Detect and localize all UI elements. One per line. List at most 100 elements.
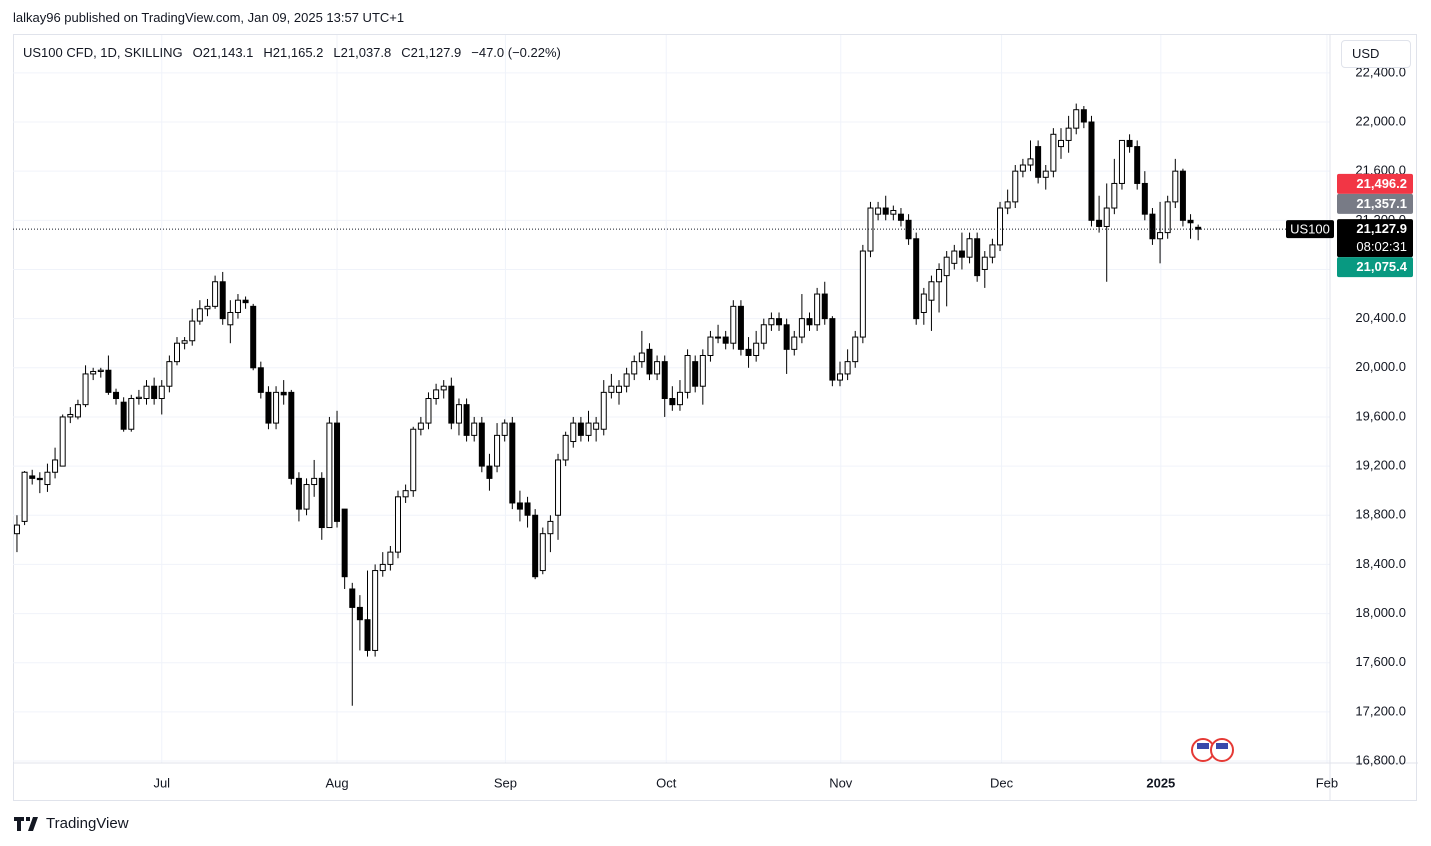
- price-badge: [1337, 219, 1413, 258]
- candle-body: [478, 422, 485, 467]
- candle-body: [341, 508, 348, 578]
- legend: US100 CFD, 1D, SKILLING O 21,143.1 H 21,16…: [23, 45, 561, 60]
- candle-body: [753, 342, 760, 356]
- candle-body: [768, 318, 775, 326]
- y-tick-label: 21,600.0: [1355, 163, 1406, 178]
- candle-body: [196, 308, 203, 322]
- high: 21,165.2: [272, 45, 324, 60]
- candle-body: [570, 422, 577, 443]
- candle-body: [958, 250, 965, 258]
- candle-body: [821, 293, 828, 320]
- candle-body: [585, 422, 592, 436]
- candle-body: [74, 404, 81, 418]
- brand: TradingView: [46, 815, 129, 832]
- candle-body: [1103, 207, 1110, 227]
- candle-body: [524, 502, 531, 516]
- y-tick-label: 19,200.0: [1355, 458, 1406, 473]
- x-tick-label: Dec: [990, 775, 1014, 790]
- candle-body: [547, 520, 554, 535]
- candle-body: [227, 311, 234, 326]
- candle-body: [920, 293, 927, 313]
- candle-body: [783, 324, 790, 350]
- candle-body: [798, 318, 805, 338]
- open: 21,143.1: [202, 45, 254, 60]
- candle-body: [555, 459, 562, 516]
- chart-frame: [13, 34, 1417, 801]
- y-tick-label: 17,600.0: [1355, 654, 1406, 669]
- footer: TradingView: [14, 815, 129, 832]
- candle-body: [654, 361, 661, 375]
- candle-body: [212, 281, 219, 307]
- candle-body: [1004, 201, 1011, 209]
- candle-body: [676, 391, 683, 406]
- candle-body: [97, 369, 104, 372]
- candle-body: [951, 250, 958, 264]
- y-tick-label: 22,000.0: [1355, 113, 1406, 128]
- candle-body: [1065, 127, 1072, 141]
- candle-body: [631, 361, 638, 375]
- candle-body: [105, 369, 112, 393]
- candle-body: [623, 373, 630, 387]
- candle-body: [494, 434, 501, 467]
- candle-body: [135, 396, 142, 400]
- candle-body: [387, 551, 394, 565]
- candle-body: [1050, 133, 1057, 172]
- candle-body: [974, 238, 981, 277]
- candle-body: [532, 514, 539, 578]
- candle-body: [684, 354, 691, 393]
- candle-body: [730, 305, 737, 344]
- candle-body: [13, 524, 20, 535]
- candle-body: [334, 422, 341, 522]
- candle-body: [372, 570, 379, 651]
- candle-body: [867, 207, 874, 252]
- candle-body: [143, 385, 150, 400]
- candle-body: [897, 213, 904, 221]
- candle-body: [1126, 139, 1133, 148]
- candle-body: [615, 385, 622, 393]
- candle-body: [82, 373, 89, 406]
- candle-body: [204, 305, 211, 310]
- candle-body: [455, 404, 462, 424]
- candle-body: [234, 299, 241, 313]
- candle-body: [1164, 201, 1171, 234]
- x-tick-label: Oct: [656, 775, 677, 790]
- candle-body: [1057, 139, 1064, 148]
- candle-body: [577, 422, 584, 436]
- candle-body: [219, 281, 226, 320]
- candle-body: [562, 434, 569, 461]
- candle-body: [890, 209, 897, 215]
- candle-body: [356, 606, 363, 621]
- candle-body: [52, 459, 59, 473]
- candle-body: [928, 281, 935, 301]
- candle-body: [158, 385, 165, 400]
- candle-body: [882, 207, 889, 215]
- candle-body: [1019, 164, 1026, 172]
- candle-body: [1096, 219, 1103, 227]
- candle-body: [661, 361, 668, 400]
- candle-body: [1141, 182, 1148, 215]
- candle-body: [943, 256, 950, 277]
- flag-icons: [1191, 738, 1234, 762]
- candle-body: [539, 533, 546, 572]
- currency-button[interactable]: USD: [1341, 40, 1411, 68]
- candle-body: [669, 398, 676, 406]
- price-badge: [1337, 193, 1413, 214]
- x-tick-label: Jul: [153, 775, 170, 790]
- candle-body: [852, 336, 859, 363]
- candle-body: [638, 352, 645, 363]
- price-badge-label: 21,127.9: [1356, 221, 1407, 236]
- candle-body: [707, 336, 714, 356]
- candle-body: [1157, 232, 1164, 240]
- candle-body: [288, 391, 295, 479]
- candle-body: [745, 348, 752, 356]
- candle-body: [722, 336, 729, 344]
- x-tick-label: Aug: [325, 775, 348, 790]
- candle-body: [1012, 170, 1019, 203]
- candle-body: [1080, 109, 1087, 123]
- candle-body: [501, 422, 508, 436]
- candle-body: [280, 391, 287, 396]
- logo: [14, 816, 38, 831]
- prefix: C: [401, 45, 411, 60]
- symbol-tag: [1286, 220, 1334, 239]
